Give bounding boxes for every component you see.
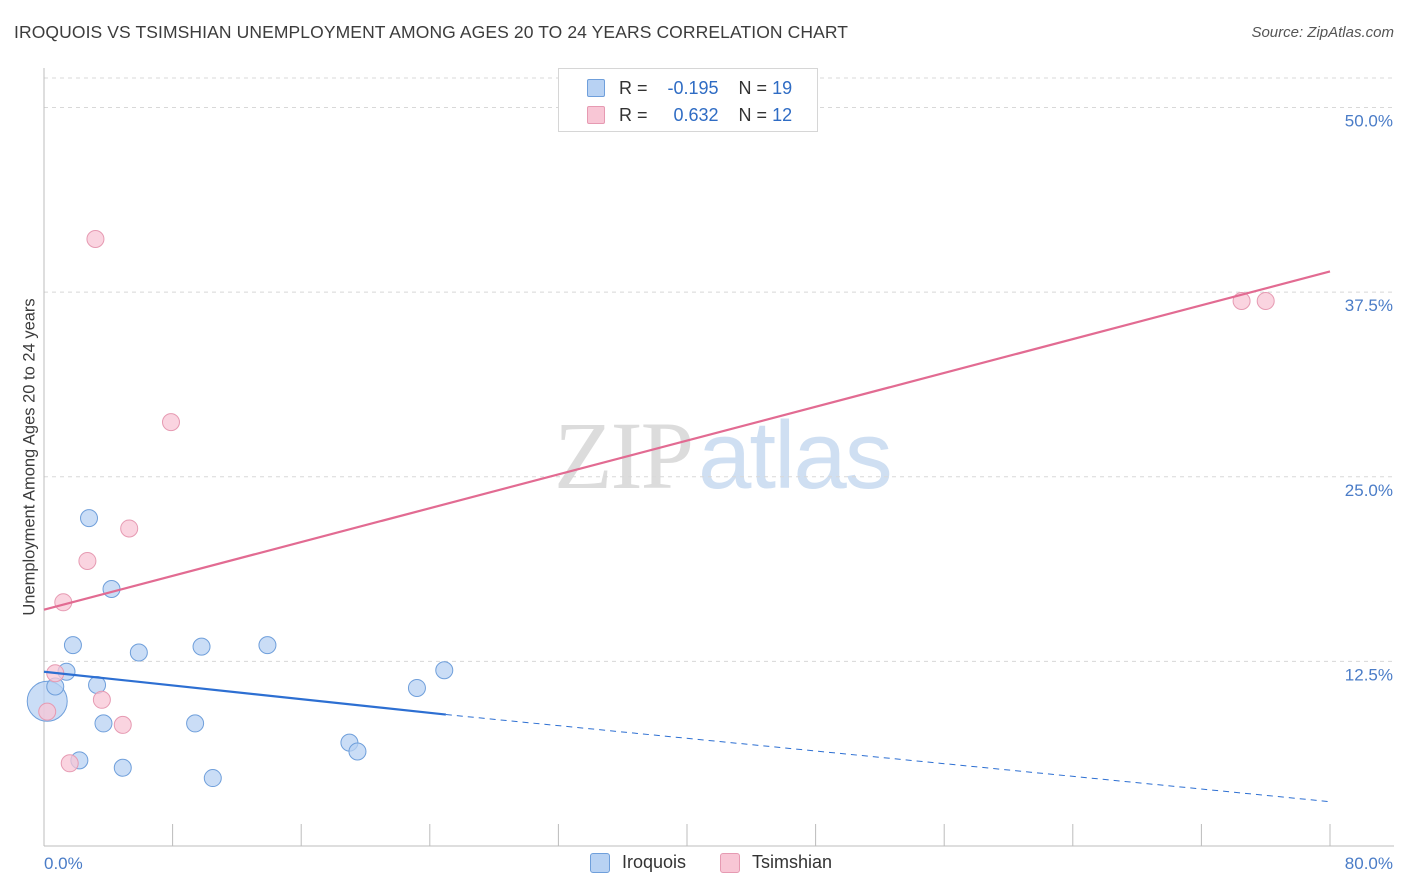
legend-swatch-tsimshian xyxy=(720,852,741,873)
legend-item-tsimshian: Tsimshian xyxy=(720,852,832,873)
iroquois-point xyxy=(102,580,121,599)
tsimshian-n-label: N = xyxy=(738,104,768,125)
tsimshian-trend-line xyxy=(43,270,1331,611)
tsimshian-point xyxy=(1256,292,1275,311)
x-tick-label-min: 0.0% xyxy=(44,854,83,873)
tsimshian-swatch xyxy=(587,106,605,124)
y-tick-label: 25.0% xyxy=(1345,481,1393,500)
y-tick-label: 12.5% xyxy=(1345,665,1393,684)
iroquois-point xyxy=(80,509,99,528)
source-credit: Source: ZipAtlas.com xyxy=(1251,24,1394,41)
iroquois-swatch xyxy=(587,79,605,97)
tsimshian-n-value: 12 xyxy=(772,104,793,125)
iroquois-point xyxy=(203,769,222,788)
tsimshian-r-label: R = xyxy=(619,104,648,125)
iroquois-point xyxy=(129,643,148,662)
iroquois-trend-extension xyxy=(445,714,1331,803)
tsimshian-r-value: 0.632 xyxy=(673,104,719,125)
legend-row-iroquois: R = -0.195 N = 19 xyxy=(587,77,792,99)
series-legend: Iroquois Tsimshian xyxy=(590,852,866,873)
tsimshian-point xyxy=(38,702,57,721)
tsimshian-point xyxy=(161,413,180,432)
legend-label-tsimshian: Tsimshian xyxy=(752,852,833,872)
chart-title: IROQUOIS VS TSIMSHIAN UNEMPLOYMENT AMONG… xyxy=(14,22,849,42)
legend-label-iroquois: Iroquois xyxy=(622,852,687,872)
legend-row-tsimshian: R = 0.632 N = 12 xyxy=(587,104,792,126)
iroquois-r-value: -0.195 xyxy=(667,77,719,98)
iroquois-point xyxy=(94,714,113,733)
iroquois-point xyxy=(186,714,205,733)
watermark-zip: ZIP xyxy=(554,402,694,509)
y-tick-label: 50.0% xyxy=(1345,112,1393,131)
iroquois-point xyxy=(258,636,277,655)
watermark: ZIPatlas xyxy=(554,400,893,511)
iroquois-n-value: 19 xyxy=(772,77,793,98)
x-tick-label-max: 80.0% xyxy=(1345,854,1393,873)
iroquois-n-label: N = xyxy=(738,77,768,98)
watermark-atlas: atlas xyxy=(698,402,893,509)
tsimshian-point xyxy=(92,690,111,709)
iroquois-point xyxy=(192,637,211,656)
tsimshian-point xyxy=(86,229,105,248)
iroquois-point xyxy=(63,636,82,655)
correlation-legend: R = -0.195 N = 19 R = 0.632 N = 12 xyxy=(558,68,818,132)
iroquois-point xyxy=(407,678,426,697)
tsimshian-point xyxy=(113,715,132,734)
tsimshian-point xyxy=(60,754,79,773)
iroquois-point xyxy=(435,661,454,680)
iroquois-r-label: R = xyxy=(619,77,648,98)
iroquois-point xyxy=(113,758,132,777)
legend-swatch-iroquois xyxy=(590,852,610,873)
iroquois-trend-line xyxy=(43,670,446,716)
tsimshian-point xyxy=(78,551,97,570)
legend-item-iroquois: Iroquois xyxy=(590,852,686,873)
iroquois-point xyxy=(348,742,367,761)
y-tick-label: 37.5% xyxy=(1345,296,1393,315)
tsimshian-point xyxy=(120,519,139,538)
